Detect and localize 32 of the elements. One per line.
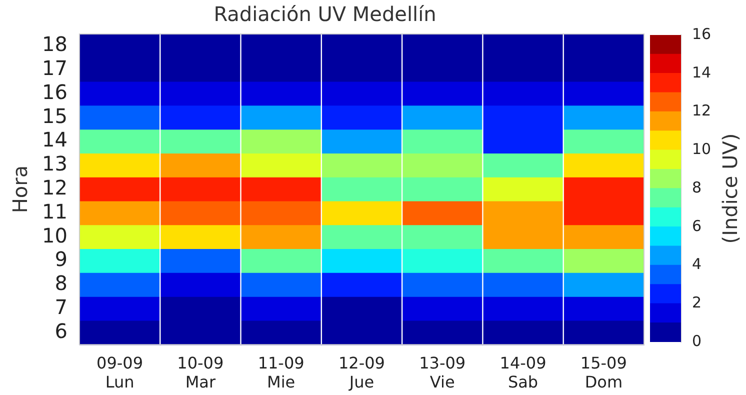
y-axis-title: Hora [8, 165, 32, 214]
chart-title: Radiación UV Medellín [214, 2, 436, 26]
y-tick-label: 6 [54, 318, 68, 343]
x-tick-label: 14-09 Sab [500, 353, 546, 392]
color-bar-label: 4 [692, 255, 702, 274]
color-bar-label: 8 [692, 178, 702, 196]
color-bar-label: 16 [692, 24, 712, 43]
y-tick-label: 17 [42, 56, 68, 80]
x-tick-label: 11-09 Mie [258, 353, 304, 392]
x-tick-label: 15-09 Dom [580, 353, 627, 392]
y-tick-label: 14 [42, 128, 68, 152]
y-tick-label: 18 [42, 32, 68, 56]
y-tick-label: 9 [54, 247, 68, 272]
y-tick-label: 7 [54, 294, 68, 319]
color-bar-label: 0 [692, 332, 702, 350]
color-bar-title: (Indice UV) [718, 133, 742, 244]
y-tick-label: 16 [42, 80, 68, 104]
color-bar-label: 6 [692, 216, 702, 235]
color-bar-label: 12 [692, 102, 712, 120]
y-tick-label: 11 [42, 199, 68, 224]
color-bar-label: 10 [692, 140, 712, 158]
color-bar-label: 2 [692, 294, 702, 312]
color-bar-label: 14 [692, 63, 712, 82]
y-tick-label: 12 [42, 176, 68, 200]
x-tick-label: 12-09 Jue [338, 353, 385, 392]
y-tick-label: 10 [42, 223, 68, 248]
x-tick-label: 09-09 Lun [96, 353, 144, 392]
y-tick-label: 13 [42, 152, 68, 176]
y-tick-label: 8 [54, 271, 68, 296]
x-tick-label: 10-09 Mar [177, 353, 224, 392]
y-tick-label: 15 [42, 104, 68, 128]
x-tick-label: 13-09 Vie [419, 353, 466, 392]
